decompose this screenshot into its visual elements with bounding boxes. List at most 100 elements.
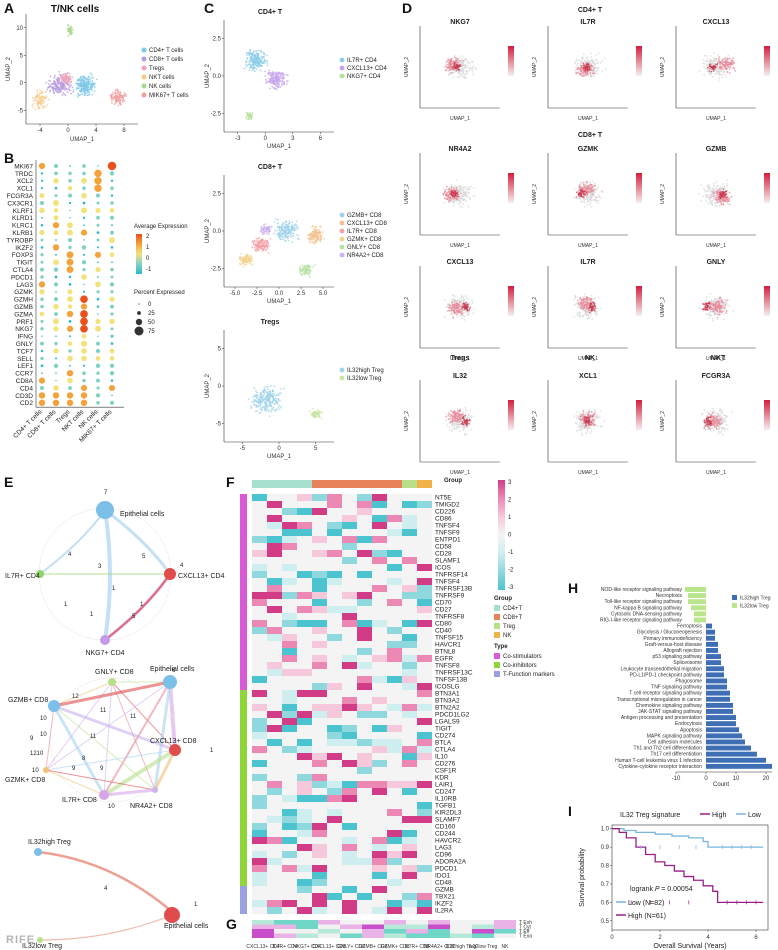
cell-point (463, 318, 466, 321)
cell-point (589, 62, 592, 65)
cell-point (582, 62, 585, 64)
cell-point (262, 62, 265, 64)
cell-point (444, 65, 447, 68)
cell-point (460, 57, 463, 60)
cell-point (732, 57, 735, 60)
cell-point (577, 71, 580, 74)
gene-label: KLRC1 (12, 223, 33, 230)
cell-point (474, 68, 477, 71)
cell-point (259, 242, 262, 245)
cell-point (713, 189, 715, 192)
cell-point (38, 96, 41, 99)
cell-point (308, 276, 311, 278)
dot (80, 229, 88, 236)
x-tick-label: 0 (264, 136, 268, 142)
cell-point (442, 193, 445, 196)
cell-point (268, 398, 271, 401)
cell-point (309, 241, 312, 244)
dot (82, 216, 86, 220)
cell-point (578, 197, 581, 200)
cell-point (448, 199, 450, 202)
cell-point (248, 112, 251, 115)
cell-point (42, 105, 44, 108)
cell-point (263, 245, 266, 247)
cell-point (597, 194, 600, 197)
dot (40, 356, 44, 361)
cell-point (87, 86, 89, 89)
cell-point (454, 191, 457, 194)
y-axis-label: UMAP_2 (660, 57, 666, 77)
cell-point (316, 239, 318, 242)
cell-point (295, 220, 298, 223)
cell-point (727, 54, 730, 57)
cell-point (278, 408, 281, 411)
gene-label: NKG7 (15, 326, 33, 333)
cell-point (55, 78, 58, 81)
cell-point (296, 225, 299, 228)
cell-point (67, 35, 70, 37)
cell-point (442, 188, 445, 190)
cell-point (585, 191, 588, 194)
cell-point (457, 195, 459, 198)
dot (80, 324, 88, 333)
cell-point (458, 60, 461, 62)
cell-point (320, 234, 323, 237)
cell-point (586, 68, 589, 71)
cell-point (243, 257, 246, 260)
cell-point (123, 93, 126, 96)
cell-point (272, 232, 275, 235)
cell-point (586, 186, 589, 188)
cell-point (66, 28, 69, 30)
cell-point (56, 85, 58, 88)
dot (109, 371, 115, 376)
cell-point (716, 201, 719, 204)
cell-point (591, 179, 594, 182)
cell-point (277, 85, 279, 88)
cell-point (577, 190, 580, 193)
dot (81, 333, 87, 339)
cell-point (278, 404, 281, 407)
cell-point (298, 269, 301, 272)
cell-point (248, 262, 251, 265)
cell-point (274, 82, 277, 85)
cell-point (320, 225, 322, 228)
cell-point (596, 72, 599, 75)
cell-point (720, 73, 723, 76)
cell-point (38, 107, 41, 110)
cell-point (450, 186, 453, 189)
panel-d: D CD4+ T CD8+ T Tregs NK NKT NKG7 UMAP_1 UMAP_2… (400, 0, 778, 480)
cell-point (272, 86, 275, 89)
dot (53, 363, 59, 368)
dot (69, 364, 71, 367)
cell-point (578, 297, 581, 300)
cell-point (461, 73, 464, 76)
cell-point (63, 83, 66, 86)
cell-point (597, 296, 600, 299)
cell-point (43, 100, 46, 103)
cell-point (81, 93, 84, 96)
cell-point (280, 77, 283, 79)
cell-point (447, 58, 449, 61)
cell-point (588, 66, 591, 69)
y-tick-label: -2.5 (211, 111, 222, 117)
legend-label: NKG7+ CD4 (347, 74, 381, 80)
cell-point (93, 86, 96, 89)
cell-point (256, 241, 259, 244)
cell-point (576, 306, 579, 309)
cell-point (576, 64, 578, 67)
cell-point (593, 195, 596, 198)
gene-label: SELL (17, 356, 33, 363)
x-axis-label: UMAP_1 (267, 454, 292, 460)
panel-label: B (4, 150, 15, 166)
cell-point (266, 388, 269, 390)
x-tick-label: -5 (240, 446, 246, 452)
cell-point (708, 70, 711, 72)
dot (54, 186, 58, 190)
y-axis-label: UMAP_2 (660, 184, 666, 204)
cell-point (702, 195, 704, 198)
dot (40, 246, 44, 249)
gene-label: XCL1 (17, 186, 34, 193)
cell-point (713, 60, 716, 63)
cell-point (51, 82, 54, 85)
cell-point (310, 236, 313, 239)
